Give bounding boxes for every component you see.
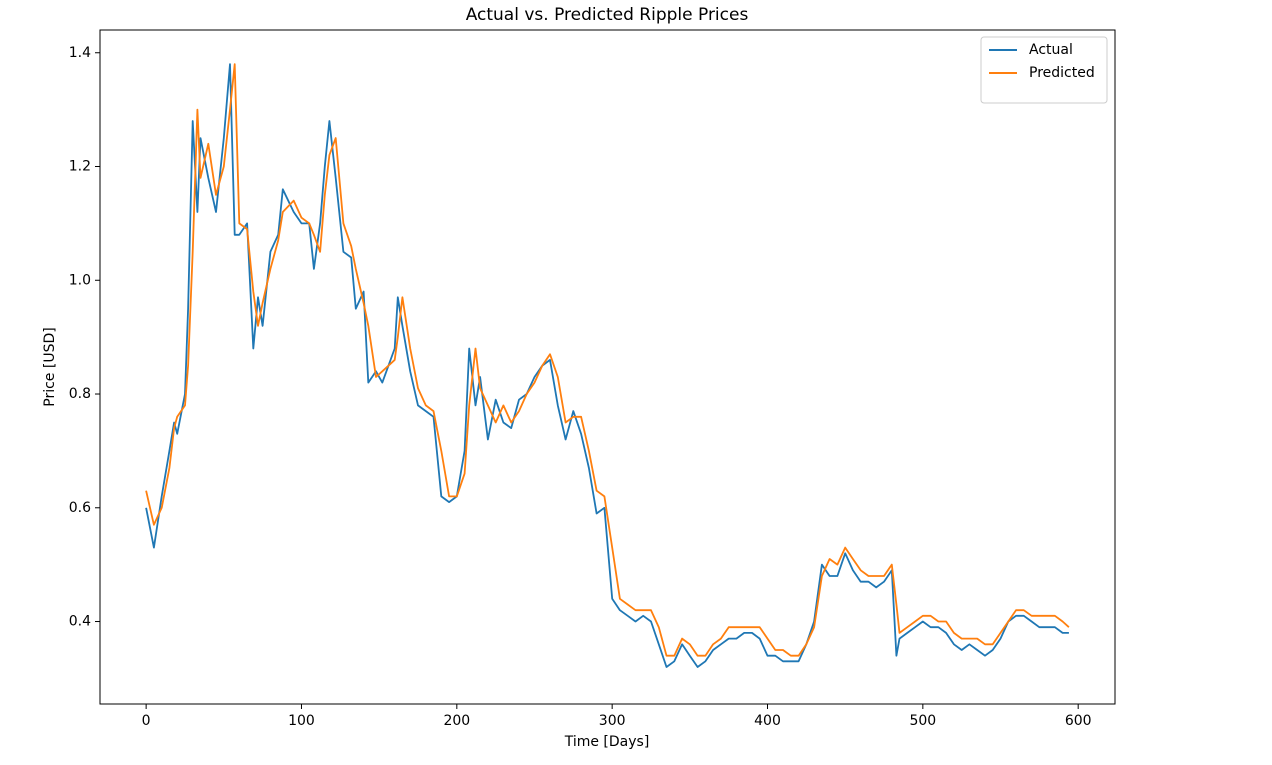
legend-label: Predicted: [1029, 65, 1095, 81]
x-axis-label: Time [Days]: [564, 734, 650, 750]
x-tick-label: 200: [443, 713, 470, 729]
y-axis-label: Price [USD]: [42, 327, 58, 406]
line-series: [145, 63, 1069, 668]
y-tick-label: 1.4: [69, 45, 91, 61]
y-tick-label: 0.6: [69, 500, 91, 516]
legend-box: [980, 36, 1108, 104]
x-tick-label: 300: [599, 713, 626, 729]
chart-title: Actual vs. Predicted Ripple Prices: [466, 5, 749, 25]
x-tick-label: 600: [1065, 713, 1092, 729]
x-tick-label: 100: [288, 713, 315, 729]
y-tick-label: 0.8: [69, 386, 91, 402]
y-tick-label: 1.0: [69, 272, 91, 288]
y-tick-label: 0.4: [69, 614, 91, 630]
legend-label: Actual: [1029, 42, 1073, 58]
x-tick-label: 0: [142, 713, 151, 729]
y-tick-label: 1.2: [69, 159, 91, 175]
plot-frame: [99, 29, 1116, 705]
x-tick-label: 500: [909, 713, 936, 729]
x-tick-label: 400: [754, 713, 781, 729]
line-series: [145, 63, 1070, 657]
